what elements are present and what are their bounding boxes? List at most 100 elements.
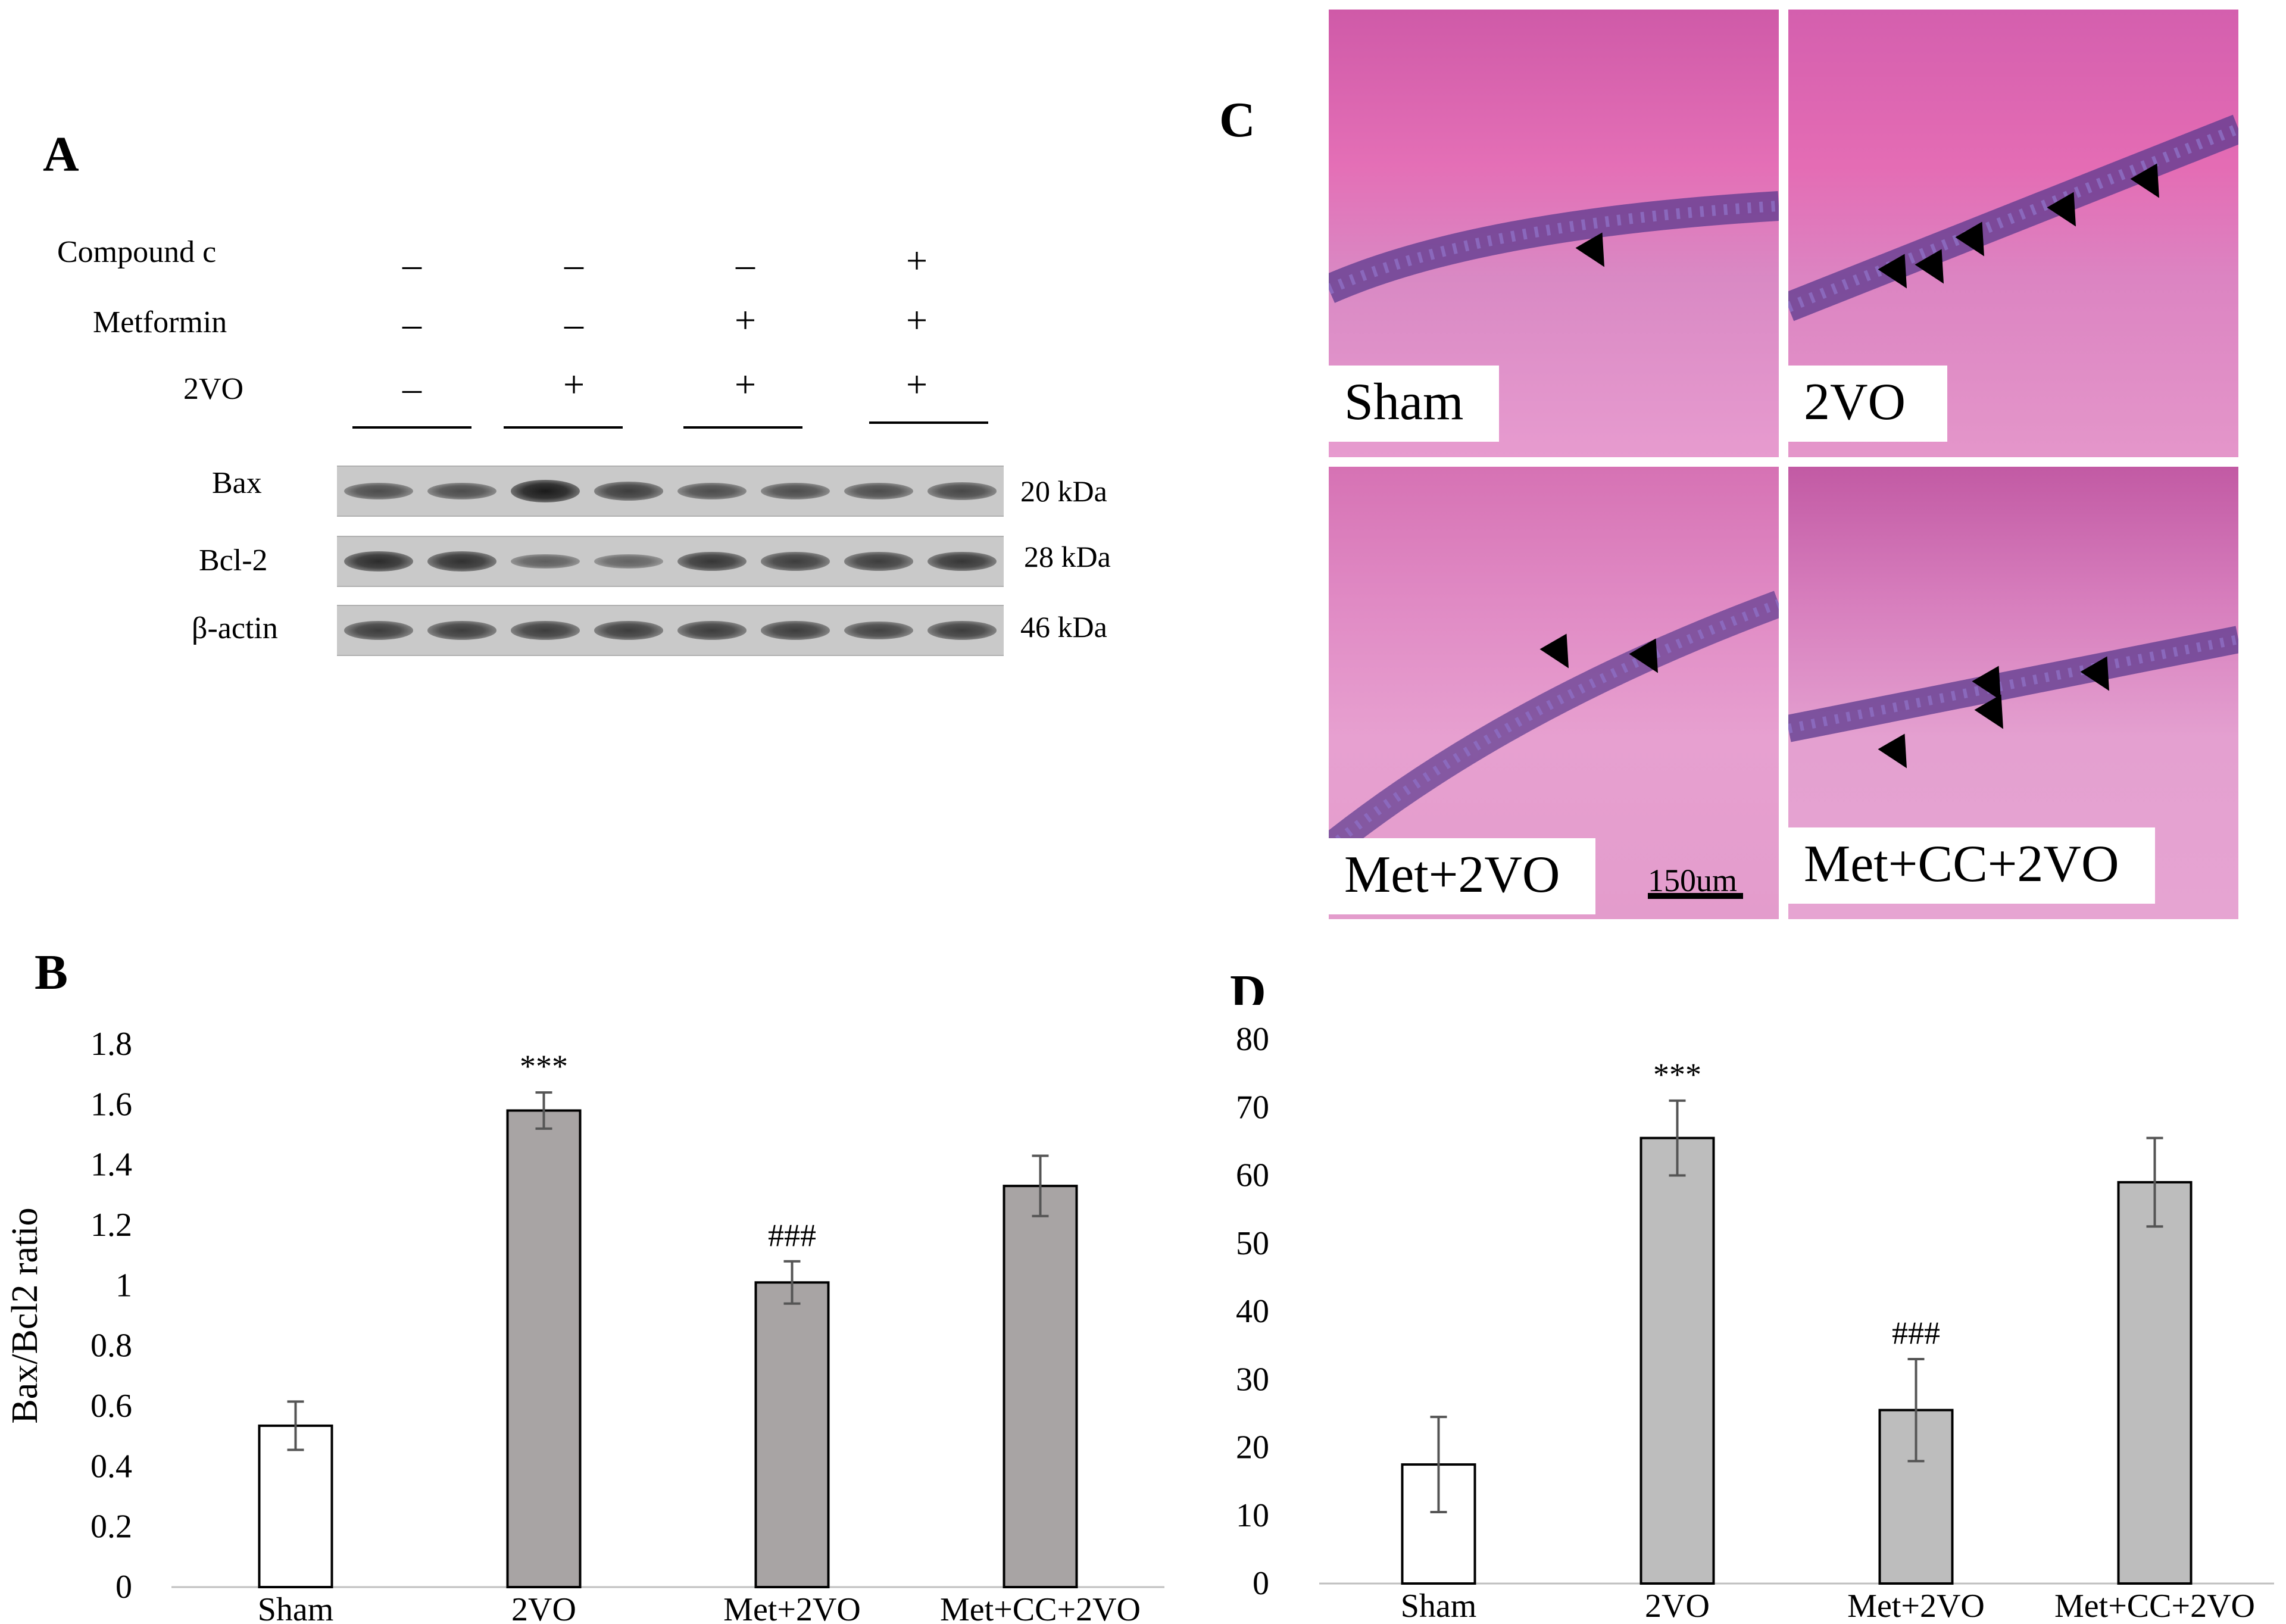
blot-band	[427, 551, 496, 571]
blot-band	[427, 482, 496, 500]
blot-strip-bcl2	[337, 536, 1004, 587]
sign-met-1: –	[402, 302, 421, 345]
blot-band	[511, 480, 580, 502]
chart-b-y-tick-label: 1.8	[90, 1026, 132, 1063]
histology-image-met-2vo: Met+2VO 150um	[1329, 467, 1779, 919]
sign-met-4: +	[905, 299, 928, 341]
blot-band	[594, 554, 663, 569]
chart-b-category-label: Met+2VO	[723, 1591, 861, 1624]
chart-d-y-tick-label: 30	[1236, 1361, 1269, 1398]
sign-2vo-2: +	[563, 363, 585, 405]
sign-met-2: –	[564, 302, 583, 345]
blot-band	[761, 552, 830, 571]
chart-d-category-label: Met+CC+2VO	[2054, 1588, 2255, 1624]
histology-label-met-2vo: Met+2VO	[1329, 838, 1596, 914]
condition-label-compound-c: Compound c	[57, 235, 217, 269]
histology-image-2vo: 2VO	[1788, 10, 2238, 457]
lane-group-underline-1	[352, 426, 471, 429]
blot-band	[344, 551, 413, 572]
chart-b-y-tick-label: 0.8	[90, 1328, 132, 1364]
chart-d-significance-label: ###	[1892, 1315, 1940, 1351]
blot-strip-beta-actin	[337, 605, 1004, 656]
blot-band	[844, 552, 913, 571]
chart-d-y-tick-label: 60	[1236, 1157, 1269, 1194]
chart-b-y-tick-label: 0.2	[90, 1509, 132, 1545]
lane-group-underline-4	[869, 421, 988, 424]
blot-band	[594, 621, 663, 640]
blot-kda-bcl2: 28 kDa	[1024, 540, 1111, 573]
chart-d-y-tick-label: 80	[1236, 1021, 1269, 1058]
chart-b-bar	[506, 1109, 582, 1588]
chart-b-y-tick-label: 0.4	[90, 1448, 132, 1485]
chart-d-significance-label: ***	[1653, 1057, 1701, 1092]
chart-b-category-label: 2VO	[511, 1591, 576, 1624]
sign-cc-2: –	[564, 243, 583, 285]
sign-2vo-1: –	[402, 367, 421, 409]
chart-d-category-label: Sham	[1401, 1588, 1477, 1624]
blot-band	[761, 621, 830, 640]
lane-group-underline-3	[683, 426, 802, 429]
sign-cc-4: +	[905, 239, 928, 282]
blot-label-bcl2: Bcl-2	[199, 544, 268, 577]
histology-image-sham: Sham	[1329, 10, 1779, 457]
blot-band	[844, 482, 913, 500]
chart-d-y-tick-label: 10	[1236, 1497, 1269, 1534]
condition-label-2vo: 2VO	[183, 372, 244, 406]
sign-cc-3: –	[736, 243, 755, 285]
scale-bar-line	[1648, 893, 1743, 899]
blot-strip-bax	[337, 466, 1004, 517]
chart-b-category-label: Met+CC+2VO	[940, 1591, 1141, 1624]
chart-b-y-tick-label: 0.6	[90, 1388, 132, 1425]
chart-b-y-tick-label: 1.2	[90, 1207, 132, 1244]
chart-d-category-label: Met+2VO	[1847, 1588, 1985, 1624]
blot-band	[677, 621, 747, 640]
sign-2vo-4: +	[905, 363, 928, 405]
panel-d-letter: D	[1230, 968, 1266, 1005]
blot-band	[761, 482, 830, 500]
chart-panel-d: 0 10 20 30 40 50 60 70 80 Sham *** 2VO ### Met+2VO Met…	[1236, 1021, 2274, 1624]
blot-band	[927, 551, 997, 571]
panel-a-letter: A	[43, 127, 79, 182]
blot-band	[677, 551, 747, 571]
blot-band	[677, 482, 747, 500]
chart-b-category-label: Sham	[258, 1591, 334, 1624]
blot-kda-bax: 20 kDa	[1020, 474, 1107, 508]
histology-label-sham: Sham	[1329, 366, 1500, 442]
histology-label-met-cc-2vo: Met+CC+2VO	[1788, 827, 2155, 904]
panel-c-letter: C	[1219, 92, 1256, 148]
chart-bax-bcl2-ratio: 0 0.2 0.4 0.6 0.8 1 1.2 1.4 1.6 1.8 Bax/Bcl2 ratio…	[5, 1026, 1164, 1624]
blot-band	[927, 621, 997, 640]
chart-b-y-tick-label: 1.6	[90, 1086, 132, 1123]
chart-b-bar	[1003, 1185, 1078, 1588]
blot-band	[594, 482, 663, 501]
chart-b-bar	[258, 1424, 333, 1589]
scale-bar: 150um	[1648, 864, 1743, 899]
blot-kda-beta-actin: 46 kDa	[1020, 610, 1107, 644]
blot-band	[511, 621, 580, 640]
sign-met-3: +	[734, 299, 757, 341]
blot-band	[844, 621, 913, 640]
chart-b-significance-label: ###	[768, 1217, 816, 1253]
chart-b-y-tick-label: 0	[115, 1569, 132, 1606]
chart-b-significance-label: ***	[520, 1048, 568, 1084]
blot-label-bax: Bax	[212, 466, 262, 500]
condition-label-metformin: Metformin	[93, 305, 227, 339]
sign-cc-1: –	[402, 243, 421, 285]
chart-b-y-axis-label: Bax/Bcl2 ratio	[5, 1207, 45, 1423]
chart-d-category-label: 2VO	[1645, 1588, 1710, 1624]
panel-b-letter: B	[35, 945, 68, 1000]
chart-d-bar	[1639, 1136, 1715, 1585]
sign-2vo-3: +	[734, 363, 757, 405]
blot-band	[344, 482, 413, 500]
chart-b-y-tick-label: 1	[115, 1267, 132, 1304]
blot-band	[511, 554, 580, 569]
histology-label-2vo: 2VO	[1788, 366, 1948, 442]
chart-d-bar	[2117, 1180, 2193, 1585]
chart-d-y-tick-label: 0	[1253, 1565, 1269, 1602]
blot-band	[344, 621, 413, 640]
chart-d-y-tick-label: 20	[1236, 1429, 1269, 1466]
chart-d-y-tick-label: 50	[1236, 1225, 1269, 1262]
lane-group-underline-2	[504, 426, 623, 429]
chart-b-bar	[754, 1281, 830, 1588]
histology-image-met-cc-2vo: Met+CC+2VO	[1788, 467, 2238, 919]
